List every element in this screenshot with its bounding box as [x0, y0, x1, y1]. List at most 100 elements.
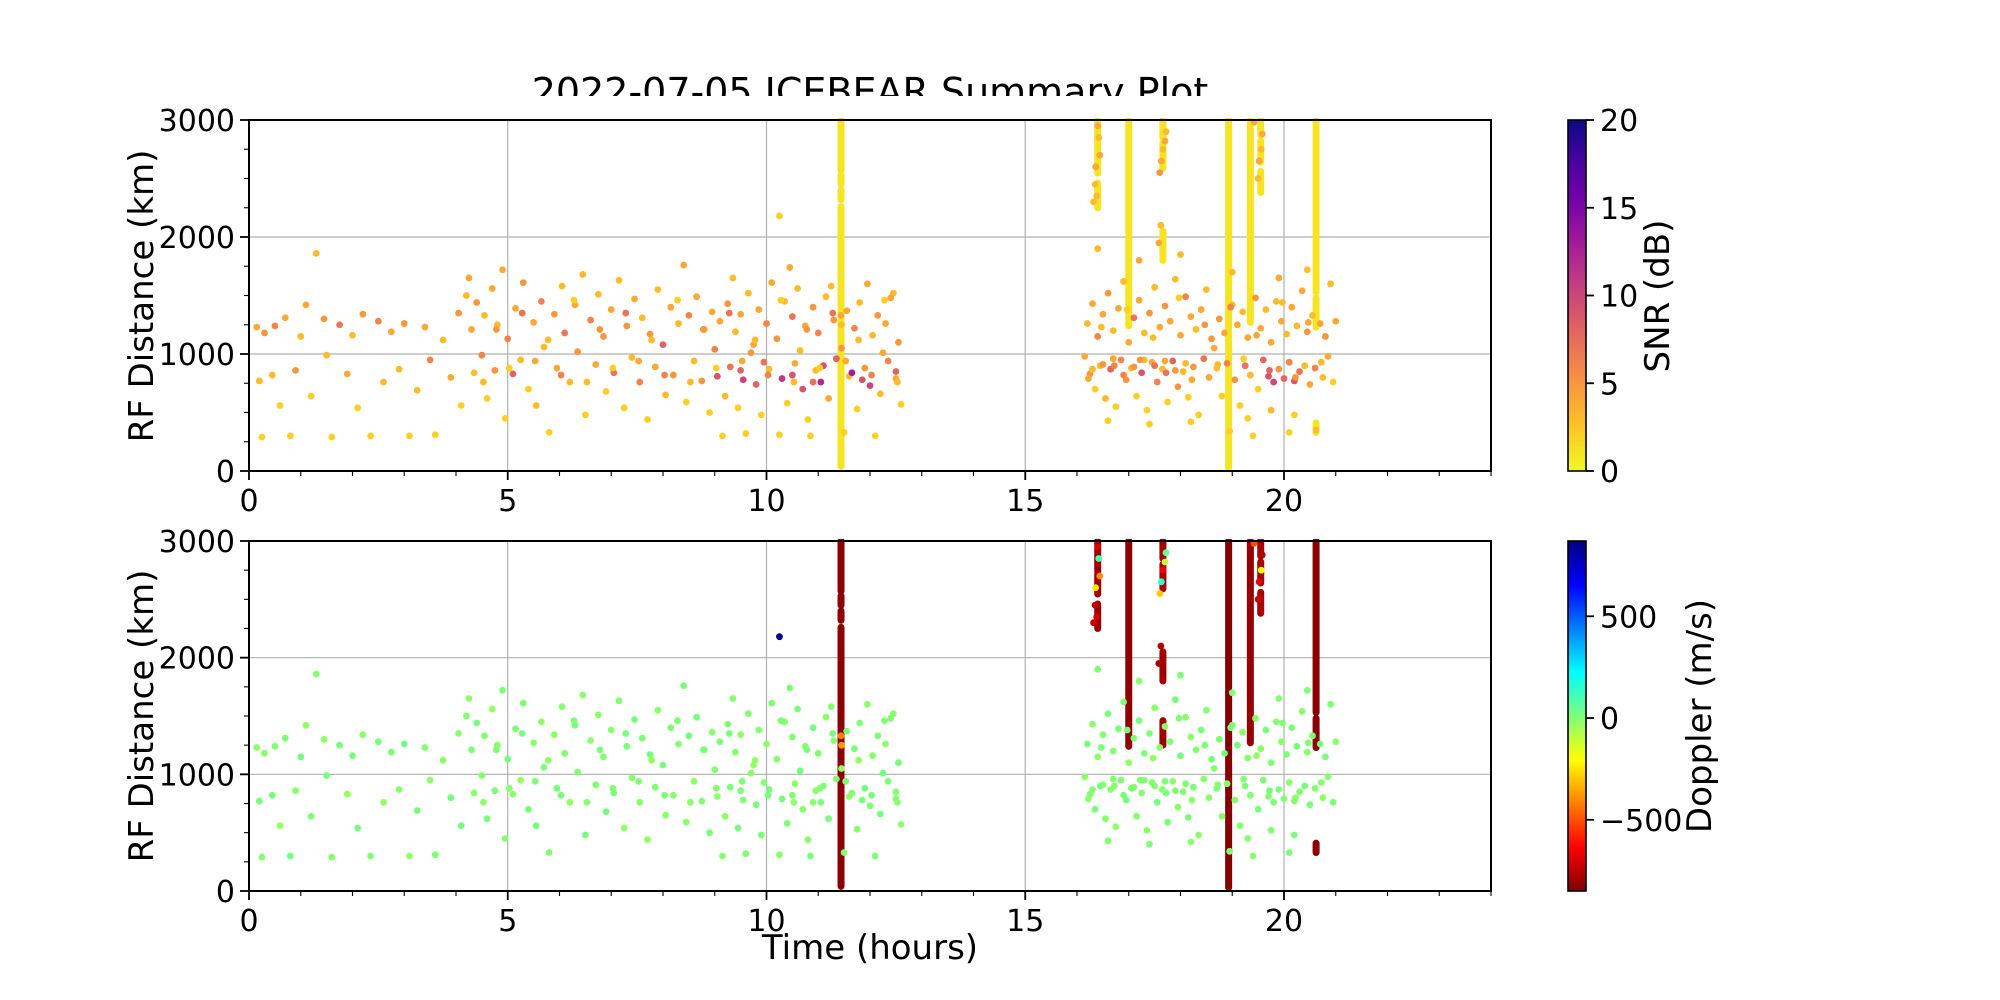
scatter-point-doppler — [1179, 788, 1187, 796]
scatter-point-snr — [1303, 266, 1311, 274]
scatter-point-doppler — [531, 777, 539, 785]
scatter-point-snr — [1296, 368, 1303, 375]
scatter-point-snr — [698, 377, 706, 385]
scatter-point-snr — [832, 355, 840, 363]
scatter-point-snr — [864, 280, 871, 288]
scatter-point-snr — [827, 282, 835, 290]
scatter-point-doppler — [1187, 733, 1195, 741]
scatter-point-doppler — [752, 801, 760, 809]
scatter-point-doppler — [732, 748, 739, 756]
scatter-point-snr — [648, 336, 656, 344]
scatter-point-doppler — [1249, 852, 1257, 860]
scatter-point-doppler — [1257, 566, 1265, 574]
scatter-point-snr — [1309, 311, 1316, 319]
scatter-point-doppler — [814, 749, 822, 757]
scatter-point-snr — [690, 357, 698, 365]
scatter-point-snr — [1115, 304, 1122, 312]
scatter-point-snr — [1188, 376, 1196, 384]
scatter-point-snr — [897, 400, 905, 408]
scatter-point-snr — [661, 371, 668, 379]
scatter-point-snr — [752, 381, 760, 388]
x-tick-label: 10 — [747, 484, 785, 519]
scatter-point-snr — [631, 295, 638, 303]
scatter-point-doppler — [1171, 696, 1179, 704]
scatter-point-snr — [635, 357, 643, 365]
scatter-point-doppler — [1285, 779, 1293, 786]
scatter-point-doppler — [387, 748, 395, 756]
scatter-point-snr — [816, 364, 824, 372]
cbar-snr-tick-label: 15 — [1600, 192, 1638, 227]
scatter-point-doppler — [803, 746, 811, 754]
scatter-point-snr — [876, 390, 884, 398]
scatter-point-snr — [796, 347, 804, 354]
scatter-point-snr — [400, 320, 408, 327]
scatter-point-doppler — [680, 682, 688, 690]
scatter-point-doppler — [858, 796, 866, 804]
scatter-point-doppler — [1099, 731, 1107, 739]
scatter-point-doppler — [1102, 815, 1109, 823]
scatter-point-doppler — [1133, 812, 1140, 820]
scatter-point-doppler — [708, 728, 716, 736]
scatter-point-doppler — [822, 713, 830, 721]
scatter-point-snr — [884, 357, 892, 365]
scatter-point-snr — [1084, 375, 1092, 382]
scatter-point-snr — [721, 392, 729, 400]
scatter-point-snr — [636, 378, 644, 386]
scatter-point-doppler — [830, 737, 838, 744]
scatter-point-doppler — [380, 798, 387, 806]
scatter-point-snr — [574, 348, 582, 356]
scatter-point-doppler — [519, 699, 527, 707]
scatter-point-doppler — [1215, 735, 1223, 743]
scatter-point-snr — [1226, 427, 1234, 435]
scatter-point-doppler — [881, 717, 888, 725]
scatter-point-doppler — [1275, 786, 1283, 793]
x-tick-label: 5 — [498, 904, 517, 939]
scatter-point-doppler — [336, 741, 343, 749]
scatter-point-doppler — [682, 818, 690, 826]
scatter-point-doppler — [724, 720, 732, 728]
scatter-point-doppler — [509, 790, 517, 798]
scatter-point-snr — [1227, 303, 1235, 311]
scatter-point-doppler — [488, 705, 496, 713]
scatter-point-snr — [1306, 381, 1314, 388]
cbar-snr-tick-label: 10 — [1600, 280, 1638, 315]
scatter-point-doppler — [855, 756, 863, 764]
scatter-point-doppler — [783, 819, 791, 827]
scatter-point-snr — [550, 310, 558, 318]
scatter-point-doppler — [884, 777, 892, 785]
scatter-point-doppler — [1146, 840, 1153, 848]
scatter-point-doppler — [328, 853, 336, 861]
scatter-point-doppler — [693, 713, 701, 721]
scatter-point-snr — [858, 376, 866, 384]
scatter-point-snr — [525, 385, 532, 393]
scatter-point-doppler — [1120, 791, 1127, 799]
scatter-point-doppler — [1246, 791, 1254, 799]
scatter-point-snr — [788, 371, 796, 379]
scatter-point-snr — [874, 311, 882, 319]
scatter-point-doppler — [1094, 543, 1102, 551]
scatter-point-doppler — [431, 851, 439, 859]
scatter-point-doppler — [788, 733, 796, 741]
scatter-point-doppler — [712, 784, 720, 792]
scatter-point-doppler — [1244, 835, 1252, 842]
scatter-point-snr — [651, 363, 659, 371]
scatter-point-doppler — [525, 805, 532, 813]
scatter-point-snr — [504, 335, 512, 343]
scatter-point-doppler — [1084, 795, 1092, 803]
scatter-point-doppler — [395, 786, 403, 793]
scatter-point-doppler — [491, 787, 499, 795]
scatter-point-snr — [499, 266, 506, 274]
scatter-point-snr — [842, 357, 850, 365]
scatter-point-doppler — [579, 691, 587, 699]
scatter-point-doppler — [851, 745, 858, 753]
scatter-point-doppler — [276, 822, 284, 830]
scatter-point-doppler — [1253, 752, 1260, 760]
scatter-point-doppler — [1171, 787, 1179, 795]
scatter-point-snr — [512, 304, 519, 312]
scatter-point-snr — [607, 306, 615, 313]
scatter-point-doppler — [592, 781, 600, 789]
scatter-point-doppler — [897, 821, 905, 828]
scatter-point-doppler — [302, 721, 310, 729]
scatter-point-snr — [1272, 297, 1280, 305]
scatter-point-doppler — [312, 670, 320, 678]
